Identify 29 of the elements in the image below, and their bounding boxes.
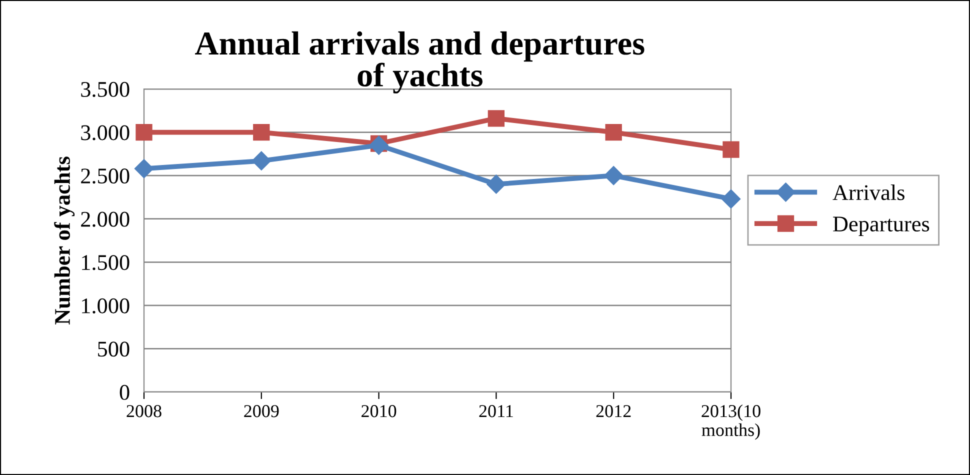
point bbox=[486, 174, 506, 194]
y-tick-label: 3.000 bbox=[81, 125, 130, 140]
point bbox=[252, 151, 271, 170]
y-axis-title: Number of yachts bbox=[54, 156, 75, 324]
y-tick-label: 500 bbox=[98, 342, 130, 357]
point bbox=[136, 124, 152, 141]
point bbox=[721, 189, 741, 208]
legend-label: Arrivals bbox=[832, 184, 904, 200]
legend-label: Departures bbox=[833, 216, 930, 236]
point bbox=[605, 124, 622, 141]
point bbox=[253, 124, 270, 141]
point bbox=[722, 141, 740, 158]
x-tick-label: 2009 bbox=[244, 405, 279, 418]
y-tick-label: 0 bbox=[120, 384, 130, 400]
y-tick-label: 3.500 bbox=[81, 82, 130, 98]
x-tick-label: 2011 bbox=[479, 405, 513, 418]
x-tick-label: 2012 bbox=[596, 405, 631, 418]
y-tick-label: 1.500 bbox=[82, 255, 130, 270]
y-tick-label: 2.500 bbox=[81, 168, 130, 184]
x-tick-label: 2013(10 months) bbox=[702, 404, 760, 440]
x-tick-label: 2010 bbox=[362, 405, 396, 418]
x-tick-label: 2008 bbox=[126, 405, 162, 418]
y-tick-label: 2.000 bbox=[81, 212, 130, 227]
point bbox=[134, 159, 154, 178]
point bbox=[488, 110, 505, 127]
chart-title: Annual arrivals and departures of yachts bbox=[195, 31, 644, 94]
point bbox=[369, 136, 388, 155]
point bbox=[604, 166, 624, 186]
y-tick-label: 1.000 bbox=[82, 298, 130, 314]
